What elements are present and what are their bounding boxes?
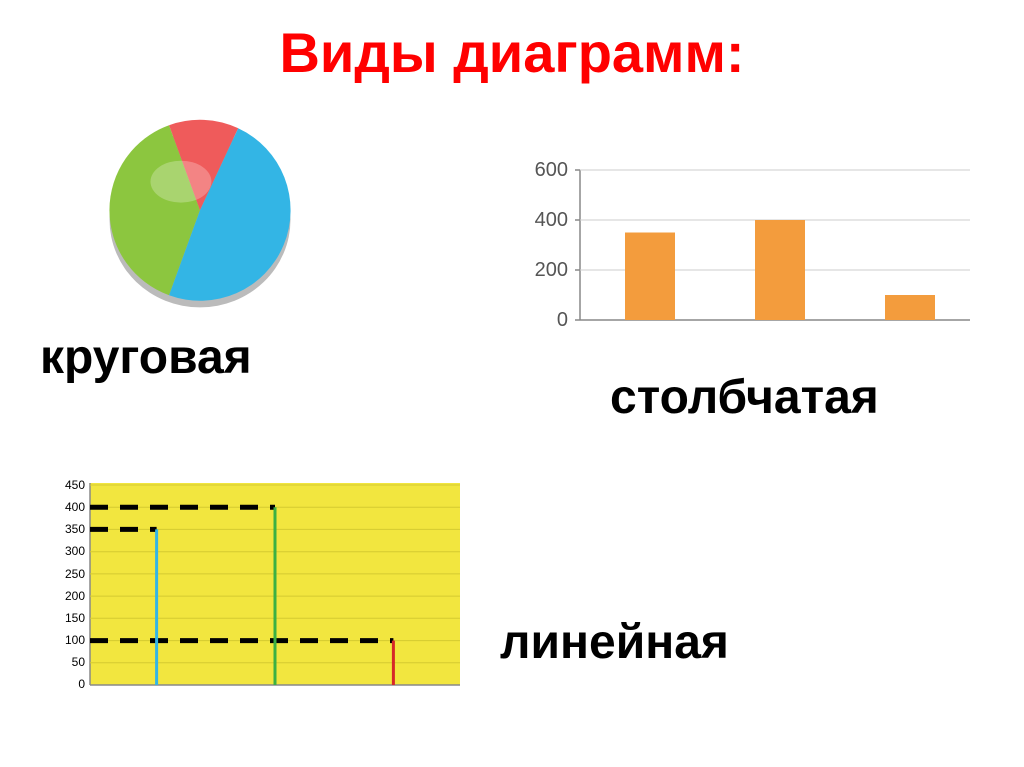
bar-2 [755, 220, 805, 320]
line-ytick: 300 [65, 544, 85, 558]
bar-3 [885, 295, 935, 320]
bar-ytick-label: 400 [535, 209, 568, 231]
pie-highlight [150, 161, 211, 203]
line-ytick: 350 [65, 522, 85, 536]
line-ytick: 50 [72, 655, 86, 669]
line-ytick: 0 [78, 677, 85, 691]
bar-chart: 0 200 400 600 [520, 160, 980, 340]
line-ytick: 250 [65, 567, 85, 581]
page-title: Виды диаграмм: [0, 0, 1024, 105]
bar-ytick-label: 600 [535, 160, 568, 181]
line-ytick: 100 [65, 633, 85, 647]
pie-chart-container [100, 115, 300, 320]
line-ytick: 400 [65, 500, 85, 514]
line-chart: 0 50 100 150 200 250 300 350 400 450 [50, 475, 470, 700]
line-ytick: 150 [65, 611, 85, 625]
bar-1 [625, 233, 675, 321]
line-ytick: 200 [65, 589, 85, 603]
pie-chart-label: круговая [40, 330, 252, 385]
line-chart-label: линейная [500, 615, 729, 670]
bar-chart-container: 0 200 400 600 [520, 160, 980, 345]
pie-chart [100, 115, 300, 315]
bar-chart-label: столбчатая [610, 370, 879, 425]
line-chart-container: 0 50 100 150 200 250 300 350 400 450 [50, 475, 470, 705]
bar-ytick-label: 200 [535, 259, 568, 281]
bar-ytick-label: 0 [557, 309, 568, 331]
line-ytick: 450 [65, 478, 85, 492]
